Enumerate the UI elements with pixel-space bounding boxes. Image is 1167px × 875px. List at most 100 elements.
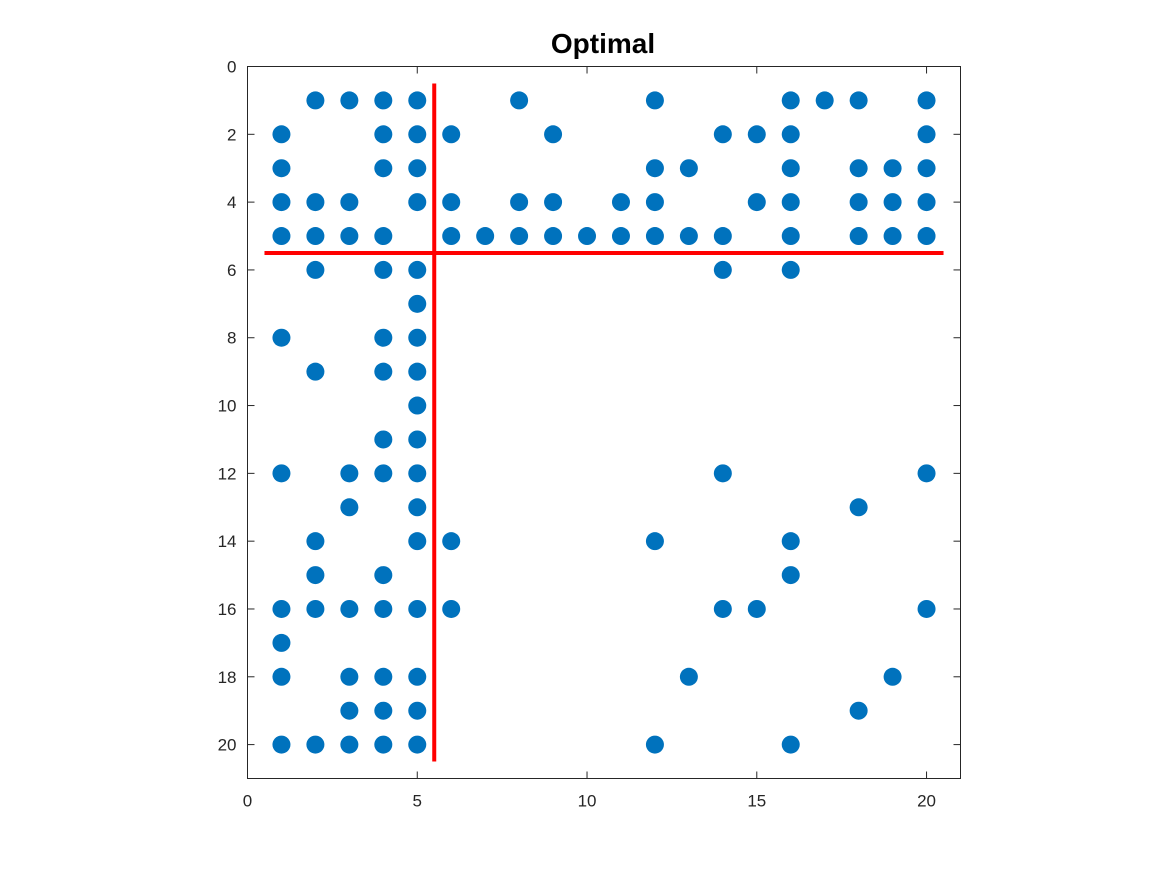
scatter-point (849, 498, 868, 517)
scatter-point (374, 362, 393, 381)
scatter-point (781, 159, 800, 178)
scatter-point (272, 464, 291, 483)
scatter-point (917, 125, 936, 144)
y-tick-label: 6 (227, 261, 236, 280)
scatter-point (442, 227, 461, 246)
scatter-point (510, 91, 529, 110)
scatter-point (510, 193, 529, 212)
scatter-point (306, 532, 325, 551)
scatter-point (747, 599, 766, 618)
scatter-point (781, 227, 800, 246)
reference-lines (264, 83, 944, 762)
scatter-point (781, 193, 800, 212)
scatter-point (408, 498, 427, 517)
scatter-point (510, 227, 529, 246)
scatter-point (679, 667, 698, 686)
scatter-point (645, 159, 664, 178)
scatter-point (645, 91, 664, 110)
scatter-point (340, 667, 359, 686)
scatter-point (849, 193, 868, 212)
scatter-point (781, 735, 800, 754)
scatter-point (340, 599, 359, 618)
scatter-point (374, 566, 393, 585)
scatter-point (340, 498, 359, 517)
scatter-point (306, 260, 325, 279)
scatter-point (544, 125, 563, 144)
data-markers (272, 91, 936, 754)
scatter-point (713, 260, 732, 279)
scatter-point (306, 599, 325, 618)
y-tick-label: 2 (227, 125, 236, 144)
scatter-point (374, 667, 393, 686)
x-axis: 0 5 10 15 20 (243, 66, 936, 811)
scatter-point (713, 125, 732, 144)
scatter-point (781, 532, 800, 551)
scatter-point (408, 125, 427, 144)
scatter-point (917, 464, 936, 483)
scatter-point (408, 294, 427, 313)
scatter-point (374, 227, 393, 246)
y-tick-label: 16 (218, 600, 237, 619)
scatter-point (849, 91, 868, 110)
scatter-point (306, 193, 325, 212)
scatter-point (272, 328, 291, 347)
scatter-point (408, 701, 427, 720)
scatter-point (374, 464, 393, 483)
scatter-point (272, 633, 291, 652)
scatter-point (272, 735, 291, 754)
scatter-point (272, 159, 291, 178)
scatter-point (578, 227, 597, 246)
scatter-point (713, 227, 732, 246)
scatter-point (883, 193, 902, 212)
y-tick-label: 18 (218, 668, 237, 687)
scatter-point (442, 125, 461, 144)
scatter-point (476, 227, 495, 246)
scatter-point (679, 159, 698, 178)
scatter-point (374, 328, 393, 347)
scatter-point (408, 735, 427, 754)
x-tick-label: 20 (917, 792, 936, 811)
scatter-point (781, 91, 800, 110)
scatter-point (408, 193, 427, 212)
scatter-point (374, 599, 393, 618)
scatter-point (374, 125, 393, 144)
scatter-point (713, 599, 732, 618)
scatter-point (815, 91, 834, 110)
x-tick-label: 10 (578, 792, 597, 811)
scatter-point (442, 193, 461, 212)
scatter-point (408, 91, 427, 110)
scatter-point (340, 227, 359, 246)
scatter-point (408, 396, 427, 415)
scatter-point (408, 260, 427, 279)
scatter-point (917, 193, 936, 212)
scatter-point (544, 193, 563, 212)
scatter-point (340, 193, 359, 212)
scatter-point (272, 227, 291, 246)
scatter-point (849, 159, 868, 178)
scatter-point (747, 193, 766, 212)
scatter-point (408, 532, 427, 551)
scatter-point (544, 227, 563, 246)
y-tick-label: 12 (218, 464, 237, 483)
scatter-point (645, 735, 664, 754)
scatter-point (442, 532, 461, 551)
scatter-point (408, 362, 427, 381)
scatter-point (374, 735, 393, 754)
scatter-point (272, 599, 291, 618)
scatter-point (272, 125, 291, 144)
scatter-point (306, 566, 325, 585)
scatter-point (340, 464, 359, 483)
scatter-point (679, 227, 698, 246)
chart-title: Optimal (551, 28, 655, 59)
scatter-point (645, 193, 664, 212)
scatter-point (645, 532, 664, 551)
scatter-point (340, 91, 359, 110)
x-tick-label: 5 (413, 792, 422, 811)
scatter-point (917, 91, 936, 110)
scatter-point (611, 227, 630, 246)
scatter-point (272, 193, 291, 212)
scatter-point (374, 159, 393, 178)
scatter-point (917, 159, 936, 178)
y-tick-label: 4 (227, 193, 236, 212)
